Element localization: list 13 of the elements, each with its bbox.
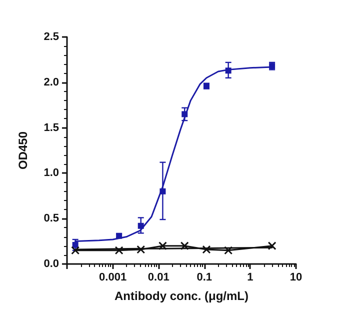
x-tick-label: 0.1 <box>196 272 212 284</box>
y-tick-label: 2.0 <box>44 76 59 88</box>
y-axis-title: OD450 <box>16 131 30 170</box>
y-tick-label: 0.5 <box>44 212 59 225</box>
y-tick-label: 0.0 <box>44 258 59 270</box>
x-tick-label: 1 <box>247 272 254 284</box>
x-axis-title: Antibody conc. (μg/mL) <box>114 289 248 303</box>
x-tick-label: 0.001 <box>99 272 127 284</box>
x-tick-label: 10 <box>290 272 302 284</box>
x-tick-label: 0.01 <box>148 272 170 284</box>
y-tick-label: 1.0 <box>44 167 59 180</box>
y-tick-label: 2.5 <box>44 31 59 43</box>
y-tick-label: 1.5 <box>44 122 59 134</box>
